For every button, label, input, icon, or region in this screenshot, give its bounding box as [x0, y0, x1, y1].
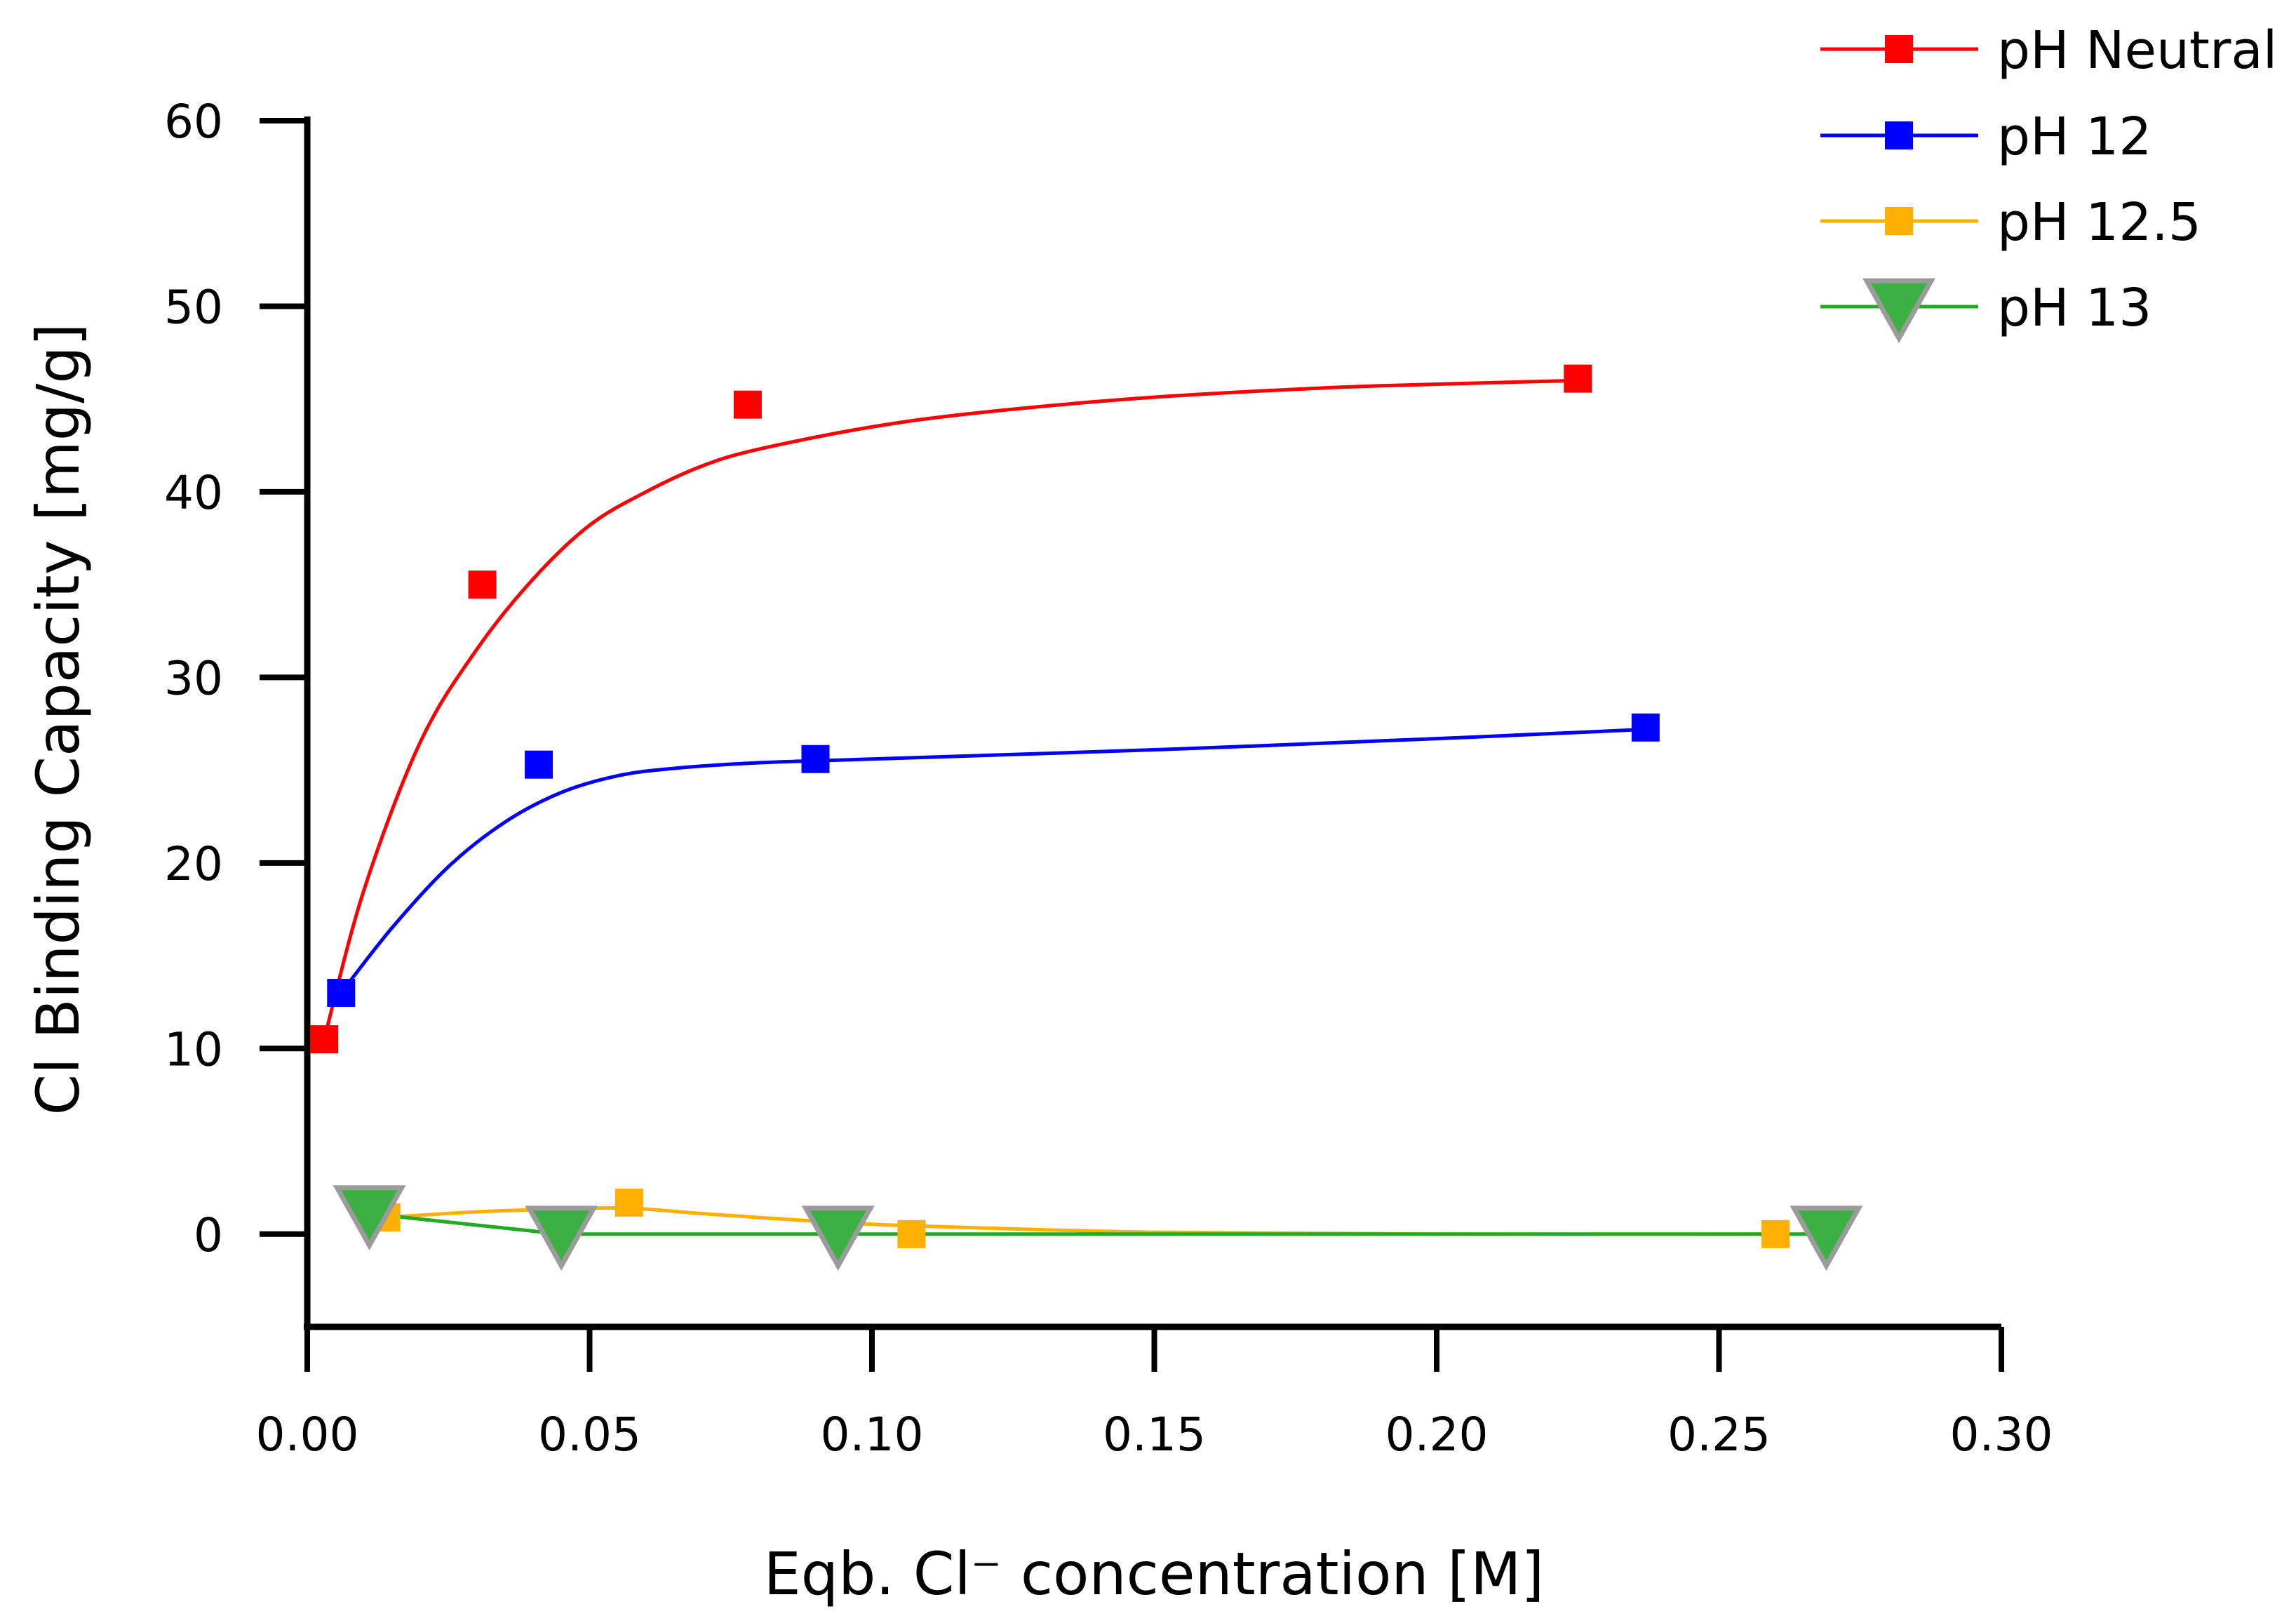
x-axis-title: Eqb. Cl⁻ concentration [M]	[764, 1539, 1545, 1608]
y-tick-label: 30	[164, 651, 223, 705]
x-tick-label: 0.05	[538, 1408, 641, 1462]
legend-marker	[1885, 35, 1913, 63]
data-point	[1790, 1205, 1863, 1271]
legend: pH Neutral pH 12 pH 12.5 pH 13	[1820, 20, 2277, 344]
data-point	[801, 1205, 875, 1271]
x-tick-label: 0.15	[1103, 1408, 1206, 1462]
y-tick-label: 10	[164, 1022, 223, 1076]
x-tick-label: 0.00	[256, 1408, 359, 1462]
data-point	[525, 1205, 598, 1271]
y-axis-title: Cl Binding Capacity [mg/g]	[24, 323, 93, 1116]
x-tick-label: 0.20	[1385, 1408, 1489, 1462]
data-point	[525, 750, 553, 779]
legend-label: pH 12	[1997, 107, 2151, 167]
y-tick-label: 20	[164, 837, 223, 891]
data-point	[327, 978, 356, 1007]
series-line	[340, 727, 1646, 994]
legend-marker	[1885, 207, 1913, 235]
data-point	[1564, 364, 1592, 393]
axes	[304, 116, 2001, 1330]
legend-label: pH 12.5	[1997, 192, 2201, 253]
y-tick-label: 50	[164, 280, 223, 334]
series-line	[322, 378, 1578, 1040]
series-line	[386, 1205, 1776, 1236]
data-point	[1631, 713, 1660, 742]
y-tick-label: 40	[164, 466, 223, 520]
legend-label: pH Neutral	[1997, 20, 2277, 81]
x-tick-label: 0.30	[1950, 1408, 2053, 1462]
data-point	[468, 570, 497, 599]
series-markers	[310, 364, 1863, 1271]
data-point	[1761, 1220, 1790, 1248]
data-point	[615, 1188, 643, 1217]
data-point	[897, 1220, 926, 1248]
series-curves	[322, 378, 1827, 1236]
x-tick-label: 0.25	[1667, 1408, 1771, 1462]
y-ticks: 0 10 20 30 40 50 60	[164, 95, 307, 1262]
legend-label: pH 13	[1997, 278, 2151, 338]
data-point	[801, 744, 830, 773]
y-tick-label: 0	[194, 1208, 223, 1262]
legend-marker	[1862, 278, 1935, 344]
data-point	[333, 1185, 406, 1250]
x-tick-label: 0.10	[821, 1408, 924, 1462]
legend-marker	[1885, 121, 1913, 149]
data-point	[733, 390, 762, 419]
data-point	[310, 1025, 339, 1054]
x-ticks: 0.00 0.05 0.10 0.15 0.20 0.25 0.30	[256, 1327, 2053, 1462]
series-line	[369, 1212, 1827, 1236]
y-tick-label: 60	[164, 95, 223, 149]
